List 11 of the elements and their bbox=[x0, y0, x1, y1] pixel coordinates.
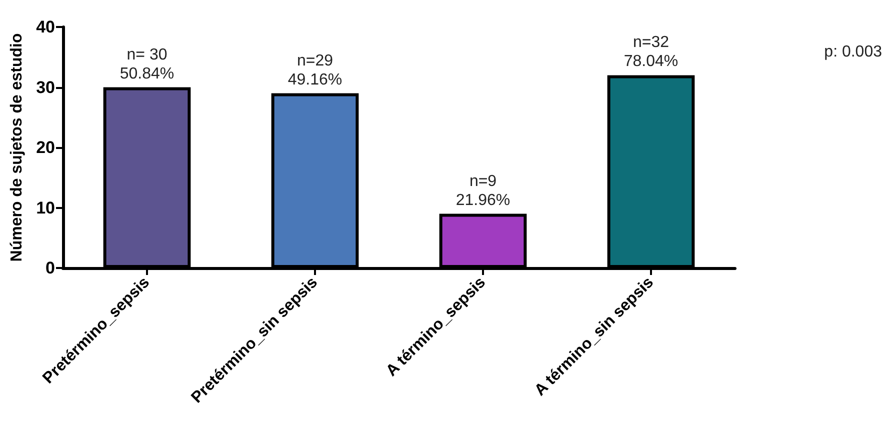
data-label: n=32 78.04% bbox=[624, 34, 678, 70]
y-tick-label: 10 bbox=[36, 198, 55, 218]
y-tick-label: 30 bbox=[36, 78, 55, 97]
y-axis-title: Número de sujetos de estudio bbox=[8, 33, 26, 262]
data-label: n=29 49.16% bbox=[288, 52, 342, 88]
data-label: n= 30 50.84% bbox=[120, 46, 174, 82]
y-tick-label: 40 bbox=[36, 18, 55, 36]
data-label: n=9 21.96% bbox=[456, 172, 510, 209]
y-tick-label: 20 bbox=[36, 138, 55, 157]
y-tick-label: 0 bbox=[46, 258, 55, 278]
text: p: 0.003 bbox=[824, 44, 882, 60]
